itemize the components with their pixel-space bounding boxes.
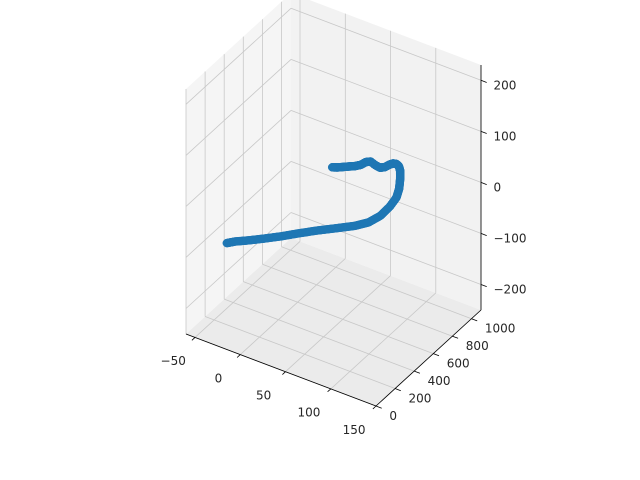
x-tick-label: 0 [215,371,223,385]
grid-line-y [243,281,434,354]
x-axis-line [185,333,377,407]
x-tick-label: 150 [343,423,366,437]
y-tick [414,370,421,374]
z-tick-label: −200 [494,283,527,297]
grid-line-x [240,258,346,355]
x-tick [327,388,332,393]
grid-line-z [185,8,292,105]
x-tick [372,405,377,410]
grid-line-x [330,292,437,390]
floor-pane [186,238,481,406]
z-tick [480,131,487,134]
grid-line-y [281,246,472,320]
y-tick-label: 0 [389,409,397,423]
x-tick [236,354,241,358]
data-point [327,163,337,172]
y-tick [375,405,382,409]
x-tick-label: 100 [297,406,320,420]
y-tick [471,318,478,322]
grid-line-y [262,263,453,337]
y-axis-line [375,309,482,407]
x-tick-label: 50 [256,389,271,403]
z-tick [480,79,487,83]
grid-line-z [290,110,482,183]
z-tick [480,182,487,185]
y-tick-label: 200 [409,391,432,405]
z-tick-label: −100 [494,232,527,246]
grid-line-z [185,110,292,207]
grid-line-y [224,298,415,372]
data-points [222,157,405,248]
z-tick [480,233,487,236]
grid-line-z [290,59,482,132]
grid-line-z [290,161,482,234]
axis-lines [185,65,482,407]
grid-line-z [185,212,292,309]
grid-line-z [185,59,292,156]
grid-line-z [290,212,482,285]
y-tick-label: 600 [447,357,470,371]
y-tick [452,335,459,339]
grid-line-x [285,275,391,372]
y-tick [433,353,440,357]
tick-labels: −50 0 50 100 150 0 200 400 600 800 1000 −200 −100 0 10… [161,78,527,436]
grid-line-z [185,161,292,258]
axis-panes [186,0,481,406]
z-tick [480,284,487,287]
y-tick-label: 400 [428,374,451,388]
x-tick [282,371,286,375]
y-tick-label: 800 [466,339,489,353]
y-tick-label: 1000 [485,322,516,336]
grid-line-x [194,241,301,338]
grid-line-z [290,7,482,81]
z-tick-label: 200 [494,78,517,92]
x-tick [191,337,196,341]
grid-line-y [204,316,396,389]
tick-marks [191,79,487,410]
z-tick-label: 0 [494,181,502,195]
x-tick-label: −50 [161,354,186,368]
z-tick-label: 100 [494,130,517,144]
y-tick [394,388,401,392]
